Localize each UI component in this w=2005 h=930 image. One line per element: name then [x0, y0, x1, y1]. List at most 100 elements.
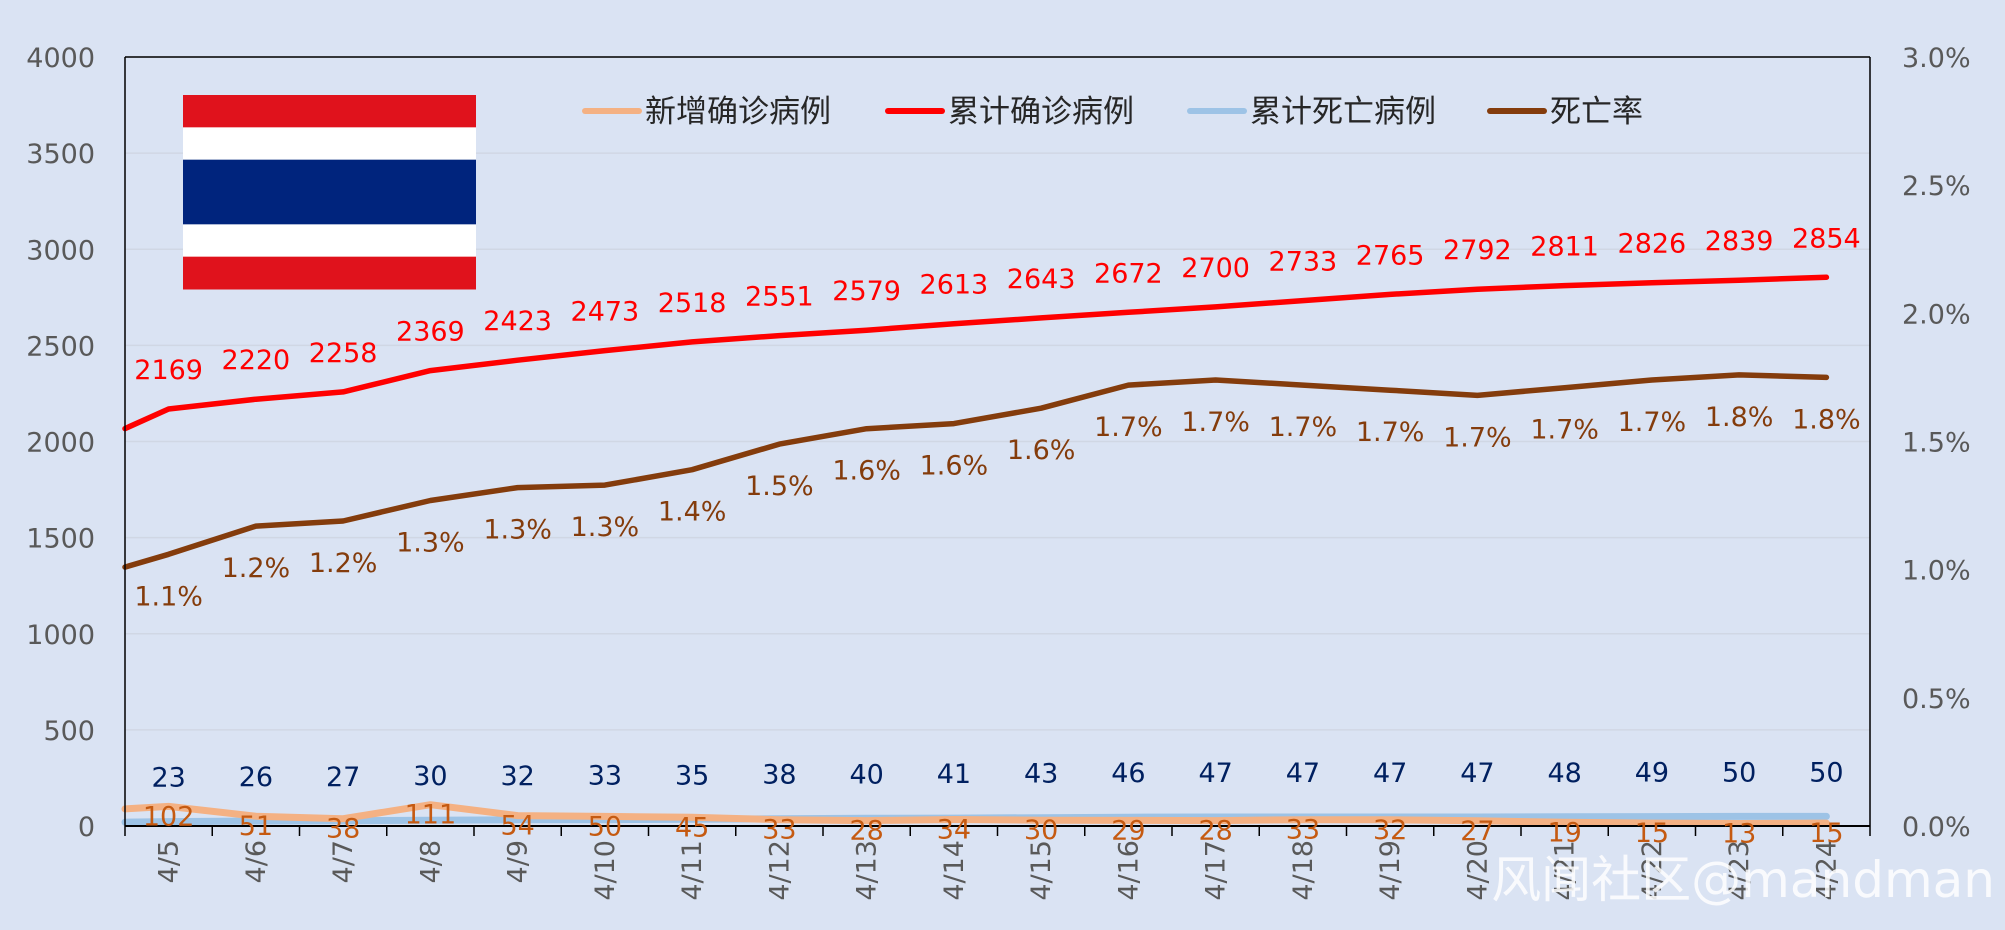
death-rate-data-label: 1.5% — [745, 471, 814, 502]
flag-stripe — [183, 95, 476, 128]
legend-label: 累计死亡病例 — [1250, 94, 1436, 130]
y-left-tick-label: 4000 — [26, 43, 95, 74]
new-cases-data-label: 28 — [1198, 816, 1232, 847]
deaths-data-label: 40 — [849, 759, 883, 790]
y-left-tick-label: 500 — [43, 716, 95, 747]
new-cases-data-label: 111 — [405, 800, 457, 831]
cases-data-label: 2258 — [309, 338, 378, 369]
new-cases-data-label: 34 — [937, 814, 971, 845]
death-rate-data-label: 1.8% — [1705, 402, 1774, 433]
deaths-data-label: 26 — [239, 762, 273, 793]
x-tick-label: 4/19 — [1375, 840, 1406, 901]
x-tick-label: 4/13 — [852, 840, 883, 901]
deaths-data-label: 46 — [1111, 758, 1145, 789]
x-tick-label: 4/14 — [939, 840, 970, 901]
cases-data-label: 2613 — [920, 270, 989, 301]
death-rate-data-label: 1.1% — [134, 581, 203, 612]
y-right-tick-label: 1.0% — [1902, 556, 1971, 587]
y-right-tick-label: 2.5% — [1902, 171, 1971, 202]
deaths-data-label: 47 — [1373, 758, 1407, 789]
x-tick-label: 4/10 — [590, 840, 621, 901]
deaths-data-label: 50 — [1809, 757, 1843, 788]
cases-data-label: 2169 — [134, 355, 203, 386]
x-tick-label: 4/15 — [1026, 840, 1057, 901]
x-tick-label: 4/12 — [764, 840, 795, 901]
new-cases-data-label: 27 — [1460, 816, 1494, 847]
death-rate-data-label: 1.6% — [920, 451, 989, 482]
y-right-tick-label: 2.0% — [1902, 299, 1971, 330]
death-rate-data-label: 1.6% — [1007, 435, 1076, 466]
x-tick-label: 4/22 — [1637, 840, 1668, 901]
new-cases-data-label: 15 — [1635, 818, 1669, 849]
flag-stripe — [183, 224, 476, 258]
cases-data-label: 2826 — [1618, 229, 1687, 260]
new-cases-data-label: 33 — [762, 815, 796, 846]
x-tick-label: 4/16 — [1113, 840, 1144, 901]
cases-data-label: 2643 — [1007, 264, 1076, 295]
death-rate-data-label: 1.7% — [1094, 412, 1163, 443]
cases-data-label: 2765 — [1356, 240, 1425, 271]
y-left-tick-label: 3500 — [26, 139, 95, 170]
deaths-data-label: 47 — [1286, 758, 1320, 789]
series-line-0 — [121, 801, 1830, 827]
new-cases-data-label: 29 — [1111, 815, 1145, 846]
x-tick-label: 4/21 — [1550, 840, 1581, 901]
death-rate-data-label: 1.7% — [1356, 417, 1425, 448]
new-cases-data-label: 50 — [588, 811, 622, 842]
new-cases-data-label: 13 — [1722, 819, 1756, 850]
new-cases-data-label: 28 — [849, 816, 883, 847]
death-rate-data-label: 1.7% — [1269, 412, 1338, 443]
deaths-data-label: 41 — [937, 759, 971, 790]
x-tick-label: 4/23 — [1724, 840, 1755, 901]
death-rate-data-label: 1.4% — [658, 497, 727, 528]
death-rate-data-label: 1.6% — [832, 456, 901, 487]
x-tick-label: 4/8 — [415, 840, 446, 883]
death-rate-data-label: 1.2% — [309, 548, 378, 579]
death-rate-data-label: 1.8% — [1792, 404, 1861, 435]
new-cases-data-label: 45 — [675, 812, 709, 843]
x-tick-label: 4/6 — [241, 840, 272, 883]
y-right-tick-label: 1.5% — [1902, 428, 1971, 459]
legend: 新增确诊病例 累计确诊病例 累计死亡病例 死亡率 — [582, 94, 1643, 130]
x-tick-label: 4/20 — [1462, 840, 1493, 901]
y-right-tick-label: 0.5% — [1902, 684, 1971, 715]
death-rate-data-label: 1.7% — [1181, 407, 1250, 438]
y-left-tick-label: 3000 — [26, 235, 95, 266]
new-cases-data-label: 33 — [1286, 815, 1320, 846]
new-cases-data-label: 32 — [1373, 815, 1407, 846]
y-left-tick-label: 2500 — [26, 331, 95, 362]
deaths-data-label: 43 — [1024, 759, 1058, 790]
y-right-tick-label: 3.0% — [1902, 43, 1971, 74]
new-cases-data-label: 51 — [239, 811, 273, 842]
legend-label: 死亡率 — [1550, 94, 1643, 130]
cases-data-label: 2839 — [1705, 226, 1774, 257]
cases-data-label: 2551 — [745, 282, 814, 313]
death-rate-data-label: 1.7% — [1618, 407, 1687, 438]
death-rate-data-label: 1.3% — [571, 512, 640, 543]
series-lines — [121, 274, 1830, 827]
deaths-data-label: 23 — [151, 763, 185, 794]
new-cases-data-label: 102 — [143, 801, 195, 832]
flag-stripe — [183, 127, 476, 161]
cases-data-label: 2672 — [1094, 258, 1163, 289]
new-cases-data-label: 30 — [1024, 815, 1058, 846]
cases-data-label: 2792 — [1443, 235, 1512, 266]
y-left-tick-label: 1500 — [26, 524, 95, 555]
watermark-text: 风闻社区@mandman — [1491, 851, 1995, 909]
legend-label: 累计确诊病例 — [948, 94, 1134, 130]
deaths-data-label: 50 — [1722, 757, 1756, 788]
cases-data-label: 2518 — [658, 288, 727, 319]
cases-data-label: 2733 — [1269, 247, 1338, 278]
x-tick-label: 4/24 — [1811, 840, 1842, 901]
deaths-data-label: 48 — [1547, 758, 1581, 789]
new-cases-data-label: 19 — [1547, 817, 1581, 848]
deaths-data-label: 32 — [500, 761, 534, 792]
new-cases-data-label: 38 — [326, 814, 360, 845]
y-right-tick-label: 0.0% — [1902, 812, 1971, 843]
thailand-flag-icon — [183, 95, 476, 290]
death-rate-data-label: 1.3% — [396, 527, 465, 558]
series-line-1 — [122, 274, 1830, 432]
